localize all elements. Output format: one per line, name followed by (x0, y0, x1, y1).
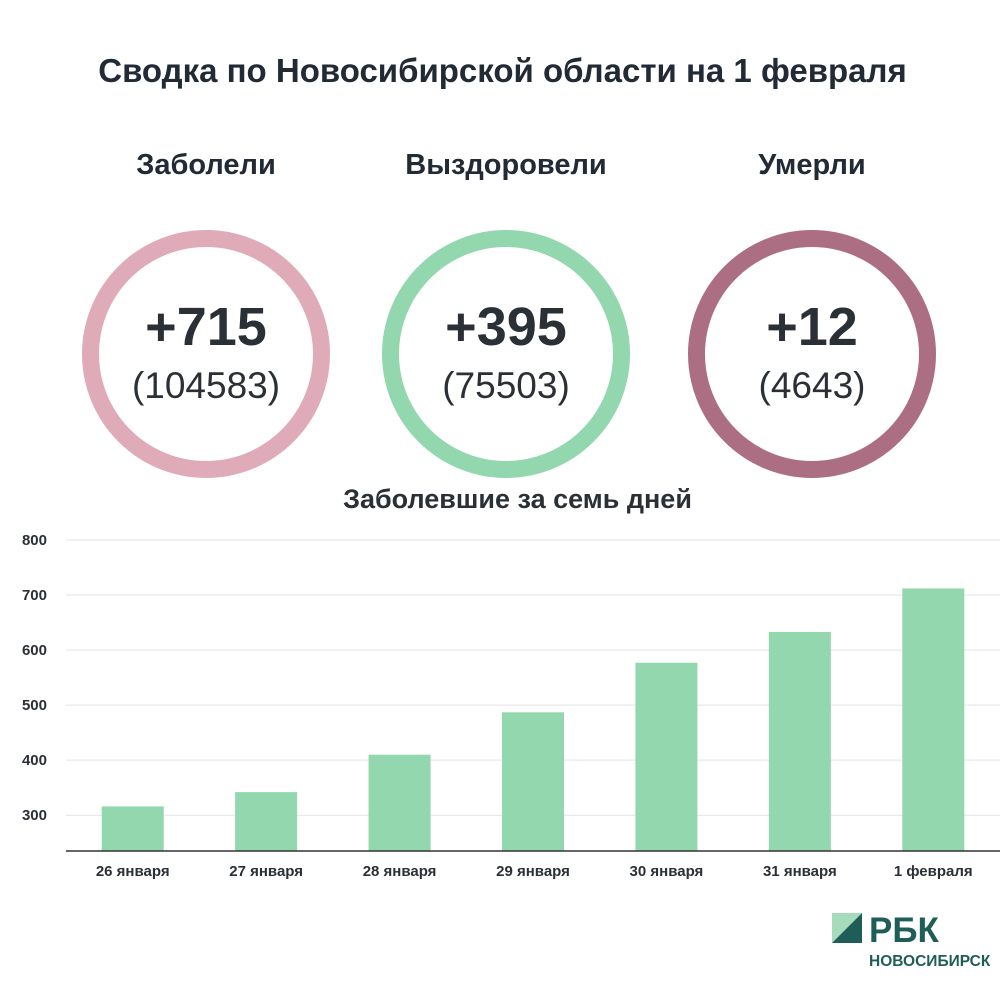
stat-infected: Заболели +715 (104583) (56, 145, 356, 478)
stat-total: (4643) (758, 365, 866, 406)
x-tick-label: 1 февраля (894, 863, 973, 880)
stat-delta: +715 (145, 297, 267, 357)
bar (635, 662, 698, 851)
stat-label: Заболели (136, 149, 276, 181)
stat-total: (104583) (131, 365, 281, 406)
stat-deaths: Умерли +12 (4643) (662, 145, 962, 478)
ring-deaths: +12 (4643) (688, 230, 936, 478)
y-tick-label: 600 (22, 642, 47, 659)
logo-name: РБК (869, 913, 940, 950)
logo-subtitle: НОВОСИБИРСК (869, 953, 991, 970)
x-tick-label: 31 января (763, 863, 837, 880)
y-tick-label: 800 (22, 532, 47, 549)
stat-label: Выздоровели (405, 149, 607, 181)
x-tick-label: 27 января (229, 863, 303, 880)
page-title: Сводка по Новосибирской области на 1 фев… (98, 52, 907, 89)
stat-total: (75503) (442, 365, 570, 406)
y-tick-label: 500 (22, 697, 47, 714)
rbc-logo: РБК НОВОСИБИРСК (832, 913, 991, 970)
bar (768, 631, 831, 851)
x-tick-label: 26 января (96, 863, 170, 880)
bar (502, 712, 564, 851)
x-tick-label: 30 января (630, 863, 704, 880)
stat-recovered: Выздоровели +395 (75503) (356, 145, 656, 478)
y-tick-label: 400 (22, 752, 47, 769)
bar (902, 588, 965, 851)
x-tick-label: 29 января (496, 863, 570, 880)
bar-chart: 300 400 500 600 700 800 26 января 27 января 28 я… (22, 532, 1000, 880)
ring-infected: +715 (104583) (82, 230, 330, 478)
ring-recovered: +395 (75503) (382, 230, 630, 478)
stat-label: Умерли (758, 149, 866, 181)
x-tick-label: 28 января (363, 863, 437, 880)
bar (235, 792, 298, 851)
bar (101, 806, 164, 851)
stat-delta: +395 (445, 297, 567, 357)
logo-mark-dark (832, 913, 862, 943)
stat-delta: +12 (766, 297, 858, 357)
y-tick-label: 300 (22, 807, 47, 824)
chart-title: Заболевшие за семь дней (343, 484, 692, 514)
y-tick-label: 700 (22, 587, 47, 604)
bar (368, 754, 431, 851)
